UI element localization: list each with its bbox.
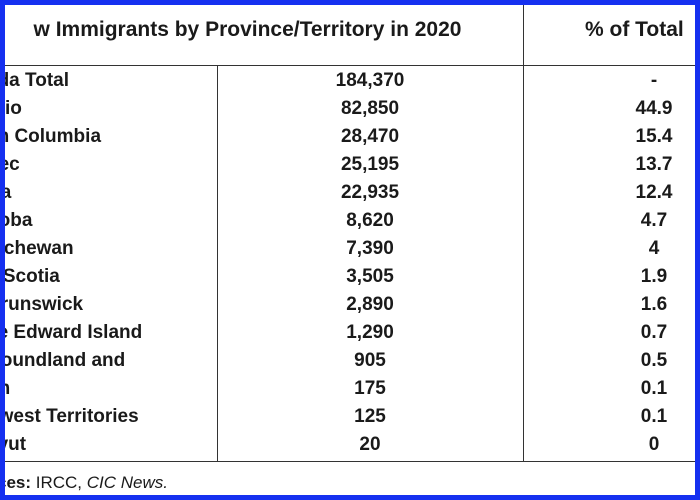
table-row: ario 82,850 44.9 — [5, 95, 695, 123]
percent-cell: 0.1 — [640, 406, 668, 427]
immigrants-cell: 8,620 — [346, 210, 394, 231]
percent-cell: 13.7 — [635, 154, 673, 175]
percent-cell: 12.4 — [635, 182, 673, 203]
table-row: on 175 0.1 — [5, 375, 695, 403]
table-body: ada Total 184,370 - ario 82,850 44.9 sh Columb… — [5, 67, 695, 459]
table-row: rfoundland and 905 0.5 — [5, 347, 695, 375]
province-cell: itoba — [0, 210, 33, 231]
immigrants-cell: 22,935 — [340, 182, 400, 203]
table-bottom-line — [5, 461, 695, 462]
province-cell: hwest Territories — [0, 406, 139, 427]
province-cell: rfoundland and — [0, 350, 126, 371]
percent-cell: 0.5 — [640, 350, 668, 371]
percent-cell: 0.7 — [640, 322, 668, 343]
table-header: w Immigrants by Province/Territory in 20… — [5, 5, 695, 61]
table-row: sh Columbia 28,470 15.4 — [5, 123, 695, 151]
source-text: IRCC, — [31, 473, 87, 492]
immigrants-cell: 3,505 — [346, 266, 394, 287]
column-header-province: w Immigrants by Province/Territory in 20… — [33, 18, 462, 41]
province-cell: avut — [5, 434, 27, 455]
percent-cell: 4.7 — [640, 210, 668, 231]
table-row: atchewan 7,390 4 — [5, 235, 695, 263]
province-cell: bec — [0, 154, 20, 175]
percent-cell: 1.9 — [640, 266, 668, 287]
table-row: a Scotia 3,505 1.9 — [5, 263, 695, 291]
percent-cell: 0.1 — [640, 378, 668, 399]
percent-cell: - — [650, 70, 658, 91]
immigrants-cell: 20 — [359, 434, 381, 455]
source-italic: CIC News. — [86, 473, 168, 492]
percent-cell: 44.9 — [635, 98, 673, 119]
header-column-divider — [523, 5, 524, 65]
immigrants-cell: 25,195 — [340, 154, 400, 175]
immigrants-cell: 175 — [354, 378, 386, 399]
table-row: ce Edward Island 1,290 0.7 — [5, 319, 695, 347]
province-cell: atchewan — [3, 238, 74, 259]
column-divider-right — [523, 65, 524, 461]
province-cell: sh Columbia — [5, 126, 102, 147]
column-divider-left — [217, 65, 218, 461]
province-cell: ada Total — [5, 70, 69, 91]
immigrants-cell: 905 — [354, 350, 386, 371]
table-row: hwest Territories 125 0.1 — [5, 403, 695, 431]
column-header-percent: % of Total — [585, 18, 684, 41]
immigrants-cell: 184,370 — [335, 70, 405, 91]
percent-cell: 4 — [648, 238, 660, 259]
source-label: ces: — [0, 473, 32, 492]
table-row: avut 20 0 — [5, 431, 695, 459]
immigrants-cell: 125 — [354, 406, 386, 427]
table-row: ada Total 184,370 - — [5, 67, 695, 95]
percent-cell: 0 — [648, 434, 660, 455]
province-cell: rta — [0, 182, 12, 203]
province-cell: ce Edward Island — [0, 322, 143, 343]
province-cell: Brunswick — [0, 294, 84, 315]
province-cell: a Scotia — [2, 266, 60, 287]
source-note: ces: IRCC, CIC News. — [0, 473, 168, 493]
percent-cell: 15.4 — [635, 126, 673, 147]
province-cell: on — [5, 378, 10, 400]
immigrants-cell: 82,850 — [340, 98, 400, 119]
immigrants-cell: 28,470 — [340, 126, 400, 147]
immigrants-cell: 2,890 — [346, 294, 394, 315]
immigrants-cell: 7,390 — [346, 238, 394, 259]
province-cell: ario — [4, 98, 22, 119]
percent-cell: 1.6 — [640, 294, 668, 315]
header-divider — [5, 65, 695, 66]
immigrants-cell: 1,290 — [346, 322, 394, 343]
